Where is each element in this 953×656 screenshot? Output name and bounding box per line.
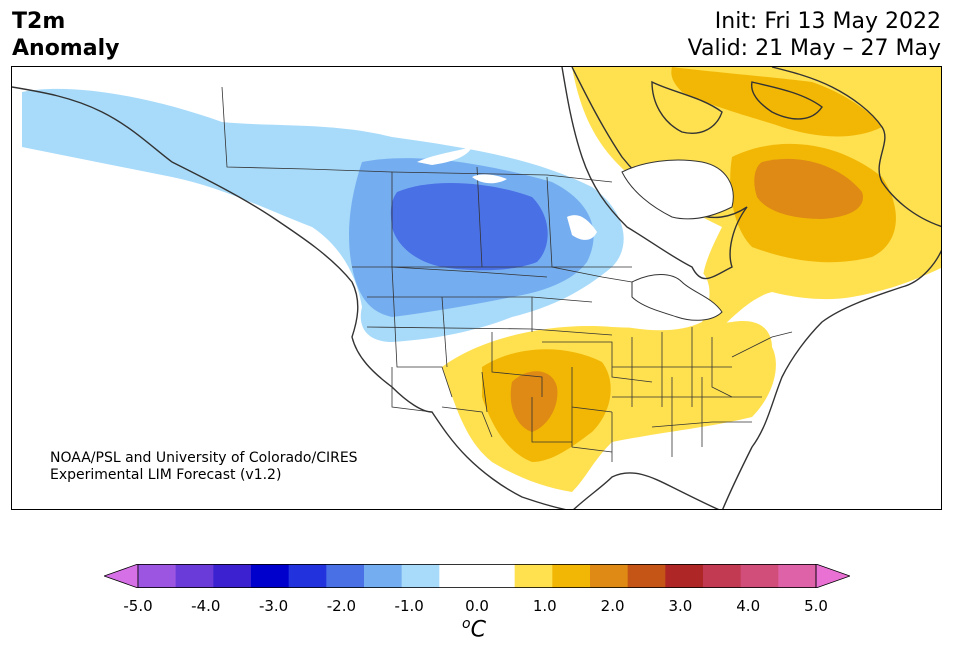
colorbar-outline xyxy=(137,564,817,588)
credit-line-2: Experimental LIM Forecast (v1.2) xyxy=(50,467,282,483)
forecast-dates: Init: Fri 13 May 2022 Valid: 21 May – 27… xyxy=(688,8,941,62)
cold-anomaly-dark xyxy=(390,182,548,271)
coastlines xyxy=(12,67,941,509)
colorbar-segment xyxy=(251,564,290,588)
title-line-2: Anomaly xyxy=(12,36,120,61)
colorbar-segment xyxy=(138,564,177,588)
unit-degree: o xyxy=(462,616,471,632)
colorbar-tick-label: -2.0 xyxy=(326,597,357,615)
colorbar-segment xyxy=(401,564,440,588)
colorbar-tick-label: -5.0 xyxy=(123,597,153,615)
colorbar-segment xyxy=(288,564,327,588)
anomaly-map xyxy=(12,67,941,509)
colorbar-segment xyxy=(552,564,591,588)
colorbar-segment xyxy=(627,564,666,588)
colorbar-tick-label: 0.0 xyxy=(465,597,489,615)
colorbar-segment xyxy=(326,564,365,588)
map-panel: NOAA/PSL and University of Colorado/CIRE… xyxy=(11,66,942,510)
credit-line-1: NOAA/PSL and University of Colorado/CIRE… xyxy=(50,450,358,466)
great-lakes xyxy=(631,274,723,321)
colorbar-segment xyxy=(703,564,742,588)
colorbar-segment xyxy=(778,564,817,588)
colorbar-segment xyxy=(213,564,252,588)
political-borders xyxy=(221,86,793,462)
valid-range: Valid: 21 May – 27 May xyxy=(687,36,941,61)
warm-anomaly-north xyxy=(671,67,882,137)
colorbar-segment xyxy=(590,564,629,588)
colorbar-segment xyxy=(477,564,516,588)
data-credit: NOAA/PSL and University of Colorado/CIRE… xyxy=(50,450,358,484)
colorbar-segment xyxy=(665,564,704,588)
colorbar-tick-label: 3.0 xyxy=(668,597,693,615)
warm-anomaly-texas-orange xyxy=(510,371,558,432)
warm-anomaly-east-orange xyxy=(754,158,863,219)
colorbar-extend-high xyxy=(815,564,850,588)
hudson-bay xyxy=(621,159,734,220)
colorbar-segment xyxy=(175,564,214,588)
colorbar-segment xyxy=(439,564,478,588)
colorbar-segment xyxy=(364,564,403,588)
colorbar-tick-label: 2.0 xyxy=(600,597,625,615)
map-title: T2m Anomaly xyxy=(12,8,119,62)
colorbar-tick-label: 5.0 xyxy=(804,597,828,615)
colorbar-extend-low xyxy=(104,564,139,588)
colorbar-unit: oC xyxy=(462,616,486,642)
init-date: Init: Fri 13 May 2022 xyxy=(714,9,941,34)
unit-celsius: C xyxy=(470,617,486,643)
colorbar-tick-label: 4.0 xyxy=(736,597,761,615)
colorbar-tick-label: -1.0 xyxy=(394,597,424,615)
colorbar-segment xyxy=(514,564,553,588)
colorbar-tick-label: -3.0 xyxy=(258,597,289,615)
colorbar-tick-label: 1.0 xyxy=(532,597,557,615)
colorbar-tick-label: -4.0 xyxy=(191,597,221,615)
colorbar xyxy=(104,564,850,588)
colorbar-tick-labels: -5.0 -4.0 -3.0 -2.0 -1.0 0.0 1.0 2.0 3.0 4.0 5.0 xyxy=(0,597,953,617)
colorbar-segment xyxy=(740,564,779,588)
title-line-1: T2m xyxy=(12,9,66,34)
